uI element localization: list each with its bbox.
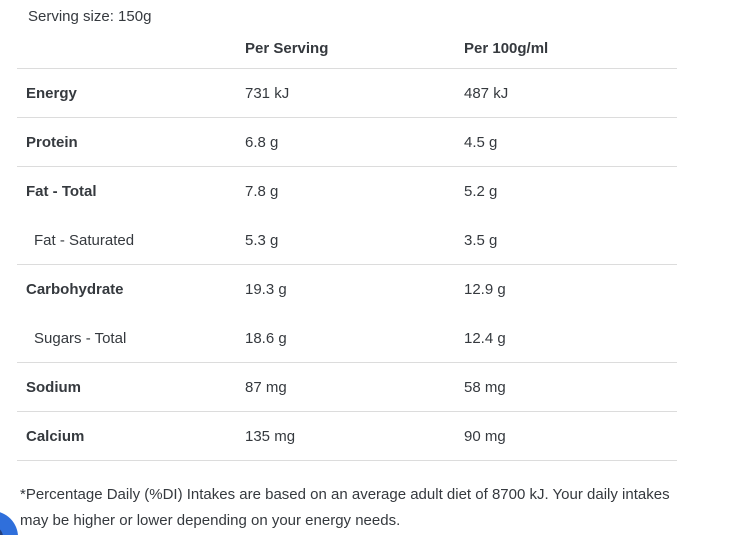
- per-100g-value: 3.5 g: [464, 231, 498, 249]
- nutrition-table-header-row: Per Serving Per 100g/ml: [17, 28, 677, 69]
- floating-widget-button[interactable]: [0, 511, 18, 535]
- per-serving-value: 6.8 g: [245, 133, 279, 151]
- per-serving-value: 731 kJ: [245, 84, 290, 102]
- nutrition-table: Per Serving Per 100g/ml Energy 731 kJ 48…: [17, 28, 677, 461]
- per-100g-value: 4.5 g: [464, 133, 498, 151]
- per-100g-value: 5.2 g: [464, 183, 498, 200]
- column-header-per-100g: Per 100g/ml: [464, 39, 549, 57]
- per-100g-value: 58 mg: [464, 378, 506, 396]
- nutrient-label: Calcium: [26, 427, 85, 445]
- per-serving-value: 135 mg: [245, 427, 296, 445]
- nutrient-label: Protein: [26, 133, 78, 151]
- nutrient-label: Fat - Saturated: [34, 231, 135, 249]
- footnote-line-2: may be higher or lower depending on your…: [20, 512, 401, 529]
- per-serving-value: 18.6 g: [245, 329, 287, 347]
- per-serving-value: 19.3 g: [245, 281, 287, 298]
- per-100g-value: 487 kJ: [464, 84, 509, 102]
- daily-intake-footnote: *Percentage Daily (%DI) Intakes are base…: [20, 482, 733, 534]
- nutrient-label: Energy: [26, 84, 77, 102]
- per-100g-value: 12.9 g: [464, 281, 506, 298]
- per-100g-value: 12.4 g: [464, 329, 506, 347]
- per-100g-value: 90 mg: [464, 427, 506, 445]
- table-row-sugars-total: Sugars - Total 18.6 g 12.4 g: [17, 314, 677, 363]
- table-row-carbohydrate: Carbohydrate 19.3 g 12.9 g: [17, 265, 677, 314]
- nutrient-label: Sugars - Total: [34, 329, 127, 347]
- per-serving-value: 7.8 g: [245, 183, 279, 200]
- nutrient-label: Fat - Total: [26, 183, 97, 200]
- table-row-sodium: Sodium 87 mg 58 mg: [17, 363, 677, 412]
- nutrient-label: Sodium: [26, 378, 81, 396]
- table-row-fat-total: Fat - Total 7.8 g 5.2 g: [17, 167, 677, 216]
- table-row-protein: Protein 6.8 g 4.5 g: [17, 118, 677, 167]
- table-row-calcium: Calcium 135 mg 90 mg: [17, 412, 677, 461]
- table-row-fat-saturated: Fat - Saturated 5.3 g 3.5 g: [17, 216, 677, 265]
- per-serving-value: 5.3 g: [245, 231, 279, 249]
- table-row-energy: Energy 731 kJ 487 kJ: [17, 69, 677, 118]
- serving-size-label: Serving size: 150g: [28, 8, 152, 25]
- footnote-line-1: *Percentage Daily (%DI) Intakes are base…: [20, 486, 670, 503]
- column-header-per-serving: Per Serving: [245, 39, 329, 57]
- per-serving-value: 87 mg: [245, 378, 287, 396]
- widget-icon: [0, 526, 3, 535]
- nutrient-label: Carbohydrate: [26, 281, 124, 298]
